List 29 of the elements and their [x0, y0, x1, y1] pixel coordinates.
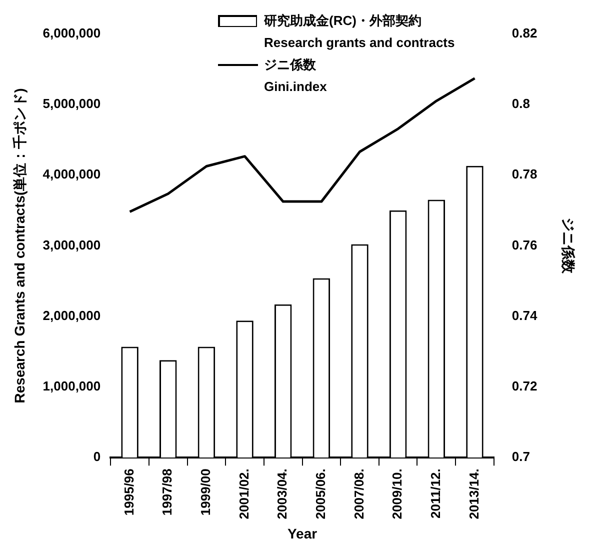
x-axis-title: Year	[287, 525, 318, 542]
y2-tick-label: 0.72	[512, 378, 538, 394]
x-tick-label: 2005/06.	[313, 468, 328, 520]
y-tick-label: 3,000,000	[42, 237, 101, 252]
x-tick-label: 2007/08.	[351, 468, 366, 520]
y-axis-title: Research Grants and contracts(単位：千ポンド)	[11, 88, 28, 404]
x-tick-label: 2001/02.	[236, 468, 252, 520]
x-tick-label: 1997/98	[160, 468, 175, 516]
y2-tick-label: 0.8	[512, 96, 530, 112]
y2-tick-label: 0.7	[512, 449, 530, 464]
y2-tick-label: 0.82	[512, 25, 538, 40]
y-tick-label: 6,000,000	[42, 25, 101, 40]
y2-tick-label: 0.76	[512, 237, 538, 252]
x-tick-label: 2011/12.	[428, 468, 443, 518]
y-tick-label: 0	[93, 449, 101, 464]
y-tick-label: 1,000,000	[42, 378, 101, 394]
x-tick-label: 1995/96	[121, 468, 136, 516]
y-tick-label: 4,000,000	[42, 166, 101, 182]
x-tick-label: 1999/00	[198, 468, 214, 516]
y2-axis-title: ジニ係数	[560, 218, 577, 275]
legend-label: 研究助成金(RC)・外部契約 Research grants and contracts	[264, 12, 455, 52]
y2-tick-label: 0.74	[512, 308, 538, 323]
y-tick-label: 5,000,000	[42, 96, 101, 112]
x-tick-label: 2003/04.	[274, 468, 290, 520]
x-tick-label: 2009/10.	[390, 468, 405, 520]
y2-tick-label: 0.78	[512, 166, 538, 182]
x-tick-label: 2013/14.	[466, 468, 482, 520]
legend-label: ジニ係数 Gini.index	[264, 56, 327, 96]
y-tick-label: 2,000,000	[42, 308, 101, 323]
